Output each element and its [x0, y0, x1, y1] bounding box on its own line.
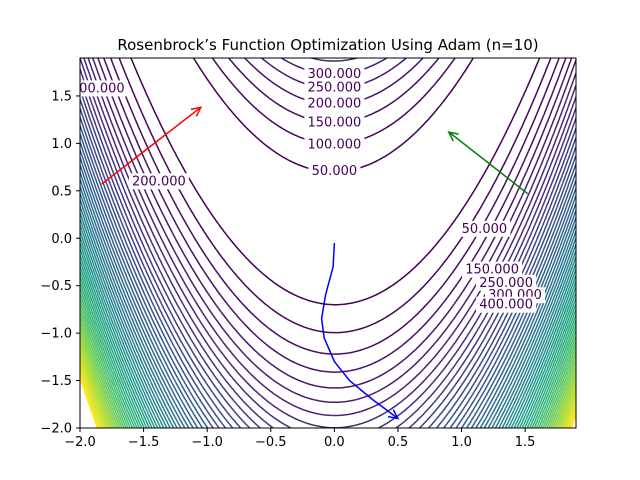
y-tick-label: 0.5 [51, 184, 72, 199]
contour-label: 200.000 [132, 174, 186, 189]
y-tick-label: −0.5 [40, 279, 72, 294]
contour-level-2000 [80, 281, 576, 428]
contour-level-1950 [80, 275, 576, 428]
contour-label: 150.000 [465, 263, 519, 278]
contour-label-background [476, 274, 537, 291]
contour-level-2600 [80, 340, 576, 428]
contour-label: 400.000 [479, 298, 533, 313]
y-tick-label: 1.0 [51, 137, 72, 152]
x-tick-label: −0.5 [255, 435, 287, 450]
contour-label-background [458, 220, 511, 237]
trajectory-arrowhead [190, 106, 203, 117]
contour-level-2750 [80, 354, 576, 428]
contour-level-2350 [80, 317, 576, 428]
contour-level-1200 [80, 185, 576, 428]
contour-label: 300.000 [308, 67, 362, 82]
contour-level-2900 [80, 368, 576, 428]
contour-level-2650 [80, 345, 576, 428]
contour-level-2850 [80, 363, 576, 428]
contour-level-1800 [80, 259, 576, 428]
x-tick-label: −1.0 [191, 435, 223, 450]
contour-level-2300 [80, 312, 576, 428]
y-tick-label: −2.0 [40, 422, 72, 437]
contour-label-background [80, 80, 128, 97]
contour-label: 250.000 [308, 80, 362, 95]
chart-title: Rosenbrock’s Function Optimization Using… [117, 36, 538, 54]
contour-level-1750 [80, 253, 576, 428]
x-tick-label: 0.5 [388, 435, 409, 450]
y-axis: −2.0 −1.5 −1.0 −0.5 0.0 0.5 1.0 1.5 [40, 89, 80, 437]
contour-label: 150.000 [308, 116, 362, 131]
contour-label: 100.000 [71, 81, 125, 96]
contour-label: 100.000 [308, 137, 362, 152]
trajectory-arrowhead [387, 409, 400, 420]
x-tick-label: 1.5 [515, 435, 536, 450]
trajectory-arrowhead [447, 130, 459, 142]
contour-level-2150 [80, 296, 576, 428]
contour-label: 200.000 [308, 97, 362, 112]
contour-level-1450 [80, 218, 576, 428]
x-tick-label: −2.0 [64, 435, 96, 450]
contour-level-2950 [80, 372, 576, 428]
contour-level-1150 [80, 178, 576, 428]
contour-level-1850 [80, 265, 576, 428]
contour-label-background [308, 162, 361, 179]
contour-level-2800 [80, 359, 576, 428]
contour-level-2200 [80, 302, 576, 428]
contour-level-2550 [80, 336, 576, 428]
contour-level-1550 [80, 230, 576, 428]
trajectory-line [448, 131, 529, 195]
contour-label: 50.000 [462, 222, 508, 237]
contour-level-1300 [80, 198, 576, 428]
trajectories [101, 106, 529, 420]
contour-label-background [304, 114, 365, 131]
contour-label-background [128, 173, 189, 190]
contour-level-2100 [80, 291, 576, 428]
contour-level-1600 [80, 236, 576, 428]
contour-level-1900 [80, 270, 576, 428]
y-tick-label: −1.5 [40, 374, 72, 389]
contour-label-background [476, 296, 537, 313]
contour-level-1400 [80, 211, 576, 428]
contour-level-1100 [80, 171, 576, 428]
contour-level-1250 [80, 192, 576, 428]
contour-level-1350 [80, 205, 576, 428]
contour-label-background [304, 136, 365, 153]
contour-level-2250 [80, 307, 576, 428]
y-tick-label: 0.0 [51, 232, 72, 247]
contour-lines [80, 58, 576, 428]
contour-label: 50.000 [312, 164, 358, 179]
contour-level-2700 [80, 350, 576, 428]
contour-label-background [304, 95, 365, 112]
contour-level-1000 [80, 156, 576, 428]
y-tick-label: −1.0 [40, 327, 72, 342]
contour-label-background [462, 261, 523, 278]
contour-label: 250.000 [479, 276, 533, 291]
y-tick-label: 1.5 [51, 89, 72, 104]
trajectory-line [320, 242, 399, 420]
x-tick-label: −1.5 [128, 435, 160, 450]
plot-frame [79, 57, 577, 429]
contour-label-background [304, 79, 365, 96]
contour-level-550 [80, 78, 576, 428]
contour-level-1500 [80, 224, 576, 428]
contour-label-background [304, 66, 365, 83]
contour-level-1650 [80, 242, 576, 428]
x-tick-label: 0.0 [324, 435, 345, 450]
contour-level-1700 [80, 248, 576, 428]
trajectory-line [101, 106, 202, 185]
x-axis: −2.0 −1.5 −1.0 −0.5 0.0 0.5 1.0 1.5 [64, 428, 535, 450]
x-tick-label: 1.0 [451, 435, 472, 450]
contour-level-3000 [80, 376, 576, 428]
contour-level-2500 [80, 331, 576, 428]
contour-labels: 300.000250.000200.000150.000100.00050.00… [71, 66, 545, 313]
contour-level-2050 [80, 286, 576, 428]
